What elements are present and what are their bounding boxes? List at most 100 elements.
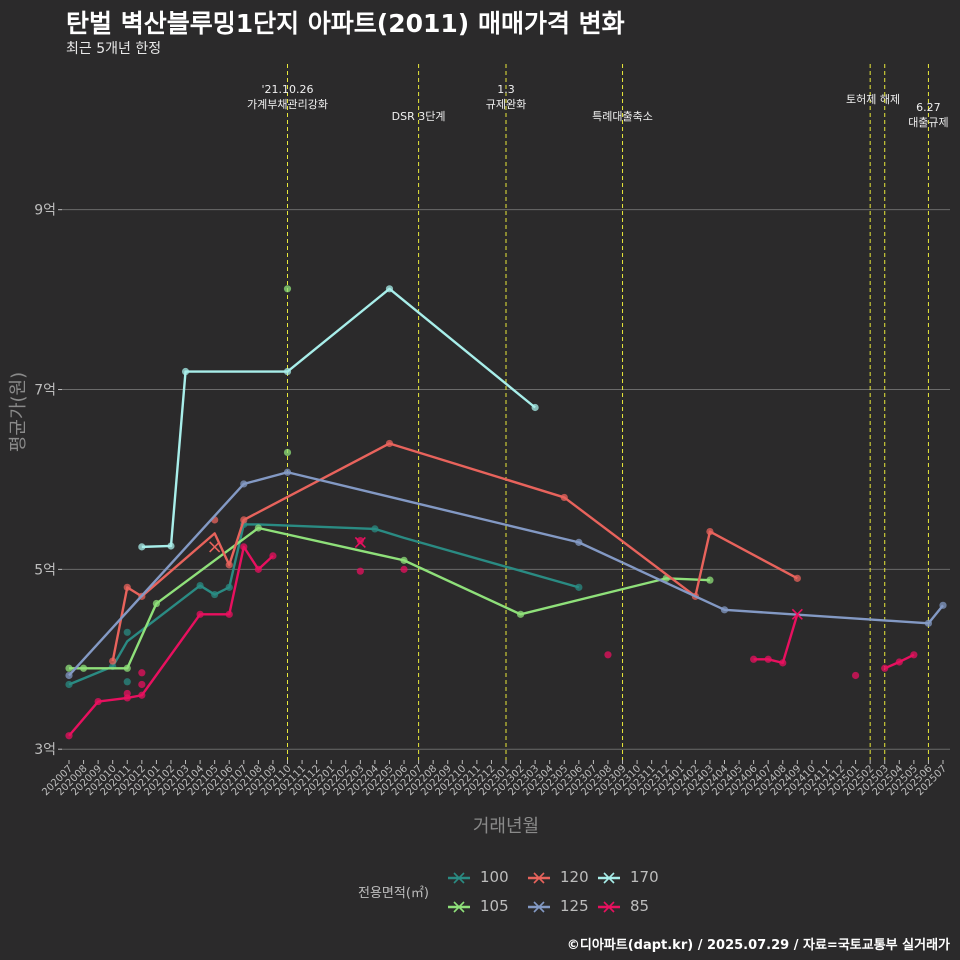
data-point-125 bbox=[240, 480, 248, 488]
legend-item-125: 125 bbox=[528, 897, 589, 915]
legend-label: 100 bbox=[480, 868, 509, 886]
data-point-120 bbox=[560, 493, 568, 502]
legend-label: 85 bbox=[630, 897, 650, 915]
y-tick-label: 9억 bbox=[34, 203, 56, 219]
legend-key-icon bbox=[448, 871, 470, 884]
data-point-105 bbox=[123, 664, 131, 672]
data-point-100 bbox=[575, 583, 583, 591]
data-point-100 bbox=[65, 680, 73, 689]
data-point-100 bbox=[371, 525, 379, 533]
legend-item-85: 85 bbox=[598, 897, 649, 915]
data-point-125 bbox=[575, 538, 583, 546]
data-point-125 bbox=[283, 468, 292, 476]
data-point-85 bbox=[240, 543, 248, 551]
data-cross-85 bbox=[354, 536, 366, 548]
series-line-170 bbox=[141, 287, 536, 549]
y-tick-label: 7억 bbox=[34, 383, 56, 399]
data-point-120 bbox=[706, 527, 714, 536]
data-point-120 bbox=[225, 561, 233, 569]
data-point-125 bbox=[924, 619, 933, 627]
data-point-85 bbox=[779, 659, 787, 667]
y-tick-label: 3억 bbox=[34, 742, 56, 758]
data-point-170 bbox=[181, 367, 190, 376]
event-label: 가계부채관리강화 bbox=[247, 98, 328, 111]
data-point-85 bbox=[764, 655, 772, 663]
data-point-170 bbox=[531, 403, 539, 412]
data-point-85 bbox=[123, 689, 131, 698]
event-label: 대출규제 bbox=[908, 116, 948, 129]
data-point-170 bbox=[167, 542, 175, 550]
y-axis-title: 평균가(원) bbox=[8, 372, 29, 452]
legend-item-170: 170 bbox=[598, 868, 659, 886]
data-point-100 bbox=[123, 628, 131, 636]
y-tick-label: 5억 bbox=[34, 562, 56, 578]
data-point-85 bbox=[400, 565, 408, 573]
data-point-85 bbox=[138, 680, 146, 689]
event-label: 1.3 bbox=[497, 83, 515, 96]
data-point-100 bbox=[225, 583, 233, 591]
data-point-105 bbox=[283, 285, 292, 293]
series-line-105 bbox=[69, 526, 710, 670]
legend-label: 105 bbox=[480, 897, 509, 915]
data-point-85 bbox=[356, 536, 364, 545]
data-point-85 bbox=[852, 671, 860, 680]
legend-title: 전용면적(㎡) bbox=[358, 886, 429, 901]
legend-label: 125 bbox=[560, 897, 589, 915]
event-label: '21.10.26 bbox=[261, 83, 313, 96]
data-point-100 bbox=[123, 678, 131, 686]
data-point-100 bbox=[196, 581, 204, 590]
data-point-85 bbox=[65, 732, 73, 740]
legend-item-100: 100 bbox=[448, 868, 509, 886]
data-point-170 bbox=[138, 543, 146, 551]
event-label: 특례대출축소 bbox=[592, 110, 653, 123]
data-point-85 bbox=[910, 651, 918, 659]
data-point-105 bbox=[65, 664, 73, 672]
data-point-85 bbox=[881, 664, 889, 672]
data-point-105 bbox=[79, 664, 88, 672]
data-point-85 bbox=[138, 691, 146, 699]
legend-item-105: 105 bbox=[448, 897, 509, 915]
data-point-100 bbox=[211, 590, 219, 599]
data-point-85 bbox=[604, 651, 612, 659]
data-point-120 bbox=[240, 516, 248, 524]
series-line-125 bbox=[68, 471, 944, 677]
data-cross-120 bbox=[209, 541, 221, 553]
data-point-85 bbox=[94, 697, 102, 706]
chart-title: 탄벌 벽산블루밍1단지 아파트(2011) 매매가격 변화 bbox=[66, 9, 625, 38]
data-point-125 bbox=[65, 671, 73, 680]
data-point-85 bbox=[225, 610, 233, 618]
data-point-105 bbox=[152, 599, 160, 608]
legend-key-icon bbox=[598, 900, 620, 913]
data-point-125 bbox=[939, 601, 947, 609]
event-label: 토허제 해제 bbox=[846, 92, 900, 106]
event-label: DSR 3단계 bbox=[392, 110, 446, 123]
data-point-170 bbox=[283, 367, 292, 376]
data-point-85 bbox=[254, 565, 262, 573]
data-point-120 bbox=[793, 574, 801, 582]
data-cross-85 bbox=[791, 608, 803, 620]
x-axis-title: 거래년월 bbox=[473, 816, 539, 837]
chart-subtitle: 최근 5개년 한정 bbox=[66, 41, 162, 57]
data-point-125 bbox=[720, 606, 729, 614]
legend-key-icon bbox=[528, 900, 550, 913]
data-point-85 bbox=[196, 610, 204, 618]
data-point-105 bbox=[283, 448, 292, 457]
data-point-85 bbox=[138, 669, 146, 677]
series-line-100 bbox=[68, 523, 580, 686]
legend-label: 120 bbox=[560, 868, 589, 886]
data-point-85 bbox=[356, 567, 364, 575]
legend-label: 170 bbox=[630, 868, 659, 886]
legend-key-icon bbox=[448, 900, 470, 913]
data-point-120 bbox=[109, 657, 117, 665]
legend-key-icon bbox=[598, 871, 620, 884]
data-point-85 bbox=[895, 658, 903, 666]
data-point-85 bbox=[750, 655, 758, 663]
source-caption: ©디아파트(dapt.kr) / 2025.07.29 / 자료=국토교통부 실… bbox=[566, 938, 950, 953]
event-label: 규제완화 bbox=[486, 98, 526, 111]
event-label: 6.27 bbox=[916, 101, 941, 114]
data-point-105 bbox=[400, 556, 408, 564]
data-point-105 bbox=[706, 576, 714, 584]
legend-key-icon bbox=[528, 871, 550, 884]
data-point-105 bbox=[254, 524, 262, 532]
